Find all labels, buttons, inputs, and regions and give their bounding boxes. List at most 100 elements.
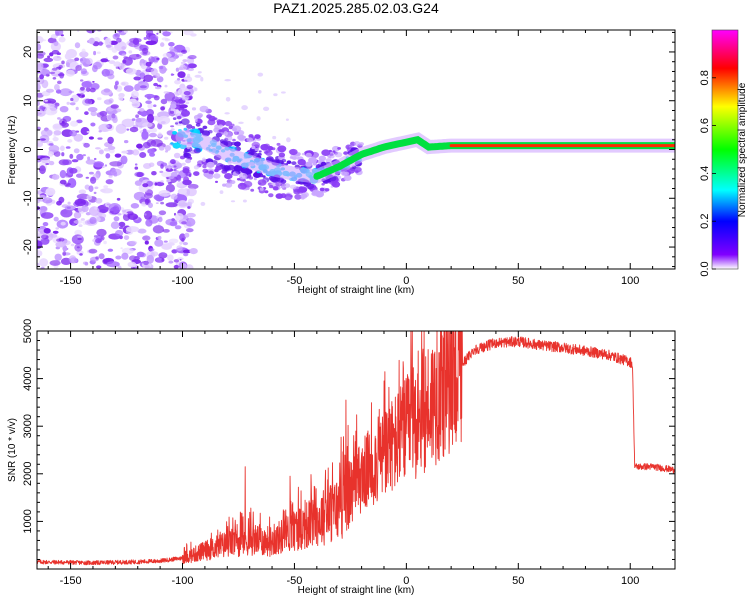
faint-blob bbox=[257, 72, 264, 77]
transition-blob bbox=[251, 145, 256, 150]
faint-blob bbox=[200, 76, 204, 82]
x-tick-label: -50 bbox=[286, 275, 302, 287]
noise-blob bbox=[65, 146, 71, 149]
noise-blob bbox=[80, 79, 84, 82]
noise-blob bbox=[48, 143, 54, 146]
faint-blob bbox=[181, 97, 189, 101]
noise-blob bbox=[142, 51, 148, 56]
faint-blob bbox=[242, 199, 247, 203]
noise-blob bbox=[81, 48, 86, 54]
noise-blob bbox=[71, 94, 80, 103]
noise-blob bbox=[160, 164, 164, 169]
noise-blob bbox=[163, 240, 168, 243]
y-tick-label: 2000 bbox=[22, 462, 34, 486]
noise-blob bbox=[176, 174, 182, 182]
transition-blob bbox=[325, 158, 332, 163]
faint-blob bbox=[285, 118, 289, 121]
noise-blob bbox=[97, 212, 103, 217]
noise-blob bbox=[74, 229, 83, 236]
faint-blob bbox=[218, 124, 224, 129]
noise-blob bbox=[89, 87, 96, 93]
transition-blob bbox=[248, 134, 254, 138]
noise-blob bbox=[184, 217, 196, 227]
colorbar-tick-label: 0.4 bbox=[699, 166, 711, 181]
noise-blob bbox=[184, 79, 188, 82]
transition-blob bbox=[173, 165, 177, 168]
noise-blob bbox=[42, 103, 55, 109]
faint-blob bbox=[223, 131, 228, 136]
noise-blob bbox=[48, 233, 58, 238]
noise-blob bbox=[157, 132, 163, 138]
noise-blob bbox=[62, 251, 67, 256]
transition-blob bbox=[298, 186, 308, 193]
faint-blob bbox=[286, 137, 291, 143]
noise-blob bbox=[53, 216, 59, 222]
noise-blob bbox=[103, 88, 111, 93]
transition-blob bbox=[174, 162, 183, 169]
noise-blob bbox=[163, 91, 170, 94]
noise-blob bbox=[143, 74, 154, 83]
transition-blob bbox=[329, 152, 334, 156]
noise-blob bbox=[121, 53, 127, 56]
noise-blob bbox=[80, 127, 90, 136]
noise-blob bbox=[82, 58, 91, 68]
noise-blob bbox=[93, 161, 104, 168]
noise-blob bbox=[146, 254, 154, 264]
noise-blob bbox=[147, 103, 153, 109]
noise-blob bbox=[88, 37, 95, 45]
noise-blob bbox=[124, 140, 129, 144]
snr-xlabel: Height of straight line (km) bbox=[298, 585, 415, 596]
colorbar-ticks: 0.0 0.2 0.4 0.6 0.8 bbox=[699, 70, 716, 277]
noise-blob bbox=[171, 249, 178, 254]
noise-blob bbox=[59, 88, 72, 97]
transition-blob bbox=[280, 185, 285, 189]
noise-blob bbox=[105, 179, 114, 185]
transition-blob bbox=[276, 142, 281, 146]
chart-title: PAZ1.2025.285.02.03.G24 bbox=[273, 0, 439, 16]
transition-blob bbox=[334, 152, 343, 158]
noise-blob bbox=[177, 53, 184, 57]
noise-blob bbox=[162, 229, 170, 233]
transition-blob bbox=[246, 169, 253, 174]
transition-blob bbox=[305, 152, 312, 158]
x-tick-label: -50 bbox=[286, 575, 302, 587]
noise-blob bbox=[80, 86, 85, 91]
noise-blob bbox=[103, 185, 109, 189]
noise-blob bbox=[86, 194, 93, 201]
faint-blob bbox=[273, 93, 278, 97]
noise-blob bbox=[150, 251, 159, 257]
noise-blob bbox=[150, 68, 158, 76]
noise-blob bbox=[53, 134, 57, 138]
noise-blob bbox=[81, 81, 92, 88]
noise-blob bbox=[50, 41, 62, 52]
noise-blob bbox=[144, 240, 149, 245]
colorbar-frame bbox=[711, 29, 739, 270]
transition-blob bbox=[213, 127, 221, 133]
faint-blob bbox=[238, 121, 244, 125]
transition-blob bbox=[269, 185, 274, 189]
faint-blob bbox=[194, 74, 202, 78]
noise-blob bbox=[144, 265, 150, 269]
transition-blob bbox=[206, 161, 215, 168]
noise-blob bbox=[160, 106, 166, 111]
snr-ticks: -150 -100 -50 0 50 100 1000 2000 3000 4000 5000 bbox=[22, 319, 676, 587]
noise-blob bbox=[76, 153, 84, 161]
faint-blob bbox=[289, 184, 297, 189]
noise-blob bbox=[167, 182, 172, 185]
noise-blob bbox=[106, 261, 120, 268]
transition-blob bbox=[319, 187, 325, 192]
transition-blob bbox=[306, 183, 315, 190]
noise-blob bbox=[46, 197, 50, 200]
transition-blob bbox=[182, 168, 190, 174]
noise-blob bbox=[90, 110, 97, 117]
noise-blob bbox=[110, 104, 119, 109]
noise-blob bbox=[64, 52, 72, 60]
noise-blob bbox=[83, 142, 90, 148]
noise-blob bbox=[47, 55, 51, 59]
noise-blob bbox=[84, 98, 92, 104]
transition-blob bbox=[343, 151, 348, 155]
faint-blob bbox=[224, 79, 231, 82]
transition-blob bbox=[215, 180, 218, 183]
transition-blob bbox=[202, 125, 208, 130]
